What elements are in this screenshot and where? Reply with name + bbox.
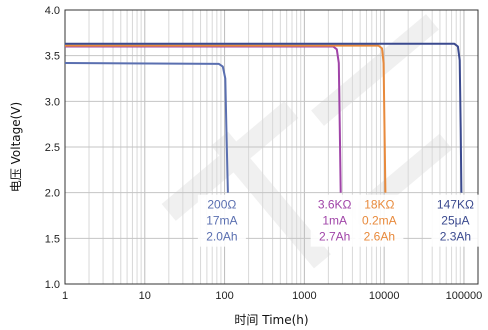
annotation-label: 2.7Ah [319, 230, 350, 244]
annotation-label: 200Ω [207, 198, 236, 212]
annotation-label: 2.0Ah [206, 230, 237, 244]
annotation-label: 17mA [206, 214, 237, 228]
annotation-background [431, 194, 480, 247]
series-line [64, 62, 229, 193]
y-tick-label: 2.0 [45, 188, 60, 200]
series-lines [64, 42, 463, 193]
x-tick-label: 10000 [369, 290, 400, 302]
annotations: 200Ω 17mA 2.0Ah 3.6KΩ 1mA 2.7Ah 18KΩ 0.2mA 2.6Ah… [197, 194, 480, 247]
y-tick-label: 1.5 [45, 233, 60, 245]
y-tick-labels: 1.0 1.5 2.0 2.5 3.0 3.5 4.0 [45, 5, 60, 291]
y-tick-label: 3.5 [45, 51, 60, 63]
y-tick-label: 4.0 [45, 5, 60, 17]
plot-frame [64, 9, 479, 285]
x-tick-label: 10 [139, 290, 151, 302]
x-tick-label: 100 [215, 290, 233, 302]
annotation-label: 0.2mA [362, 214, 397, 228]
x-tick-label: 100000 [446, 290, 483, 302]
y-tick-label: 3.0 [45, 96, 60, 108]
annotation-label: 2.6Ah [364, 230, 395, 244]
watermark-stroke [311, 14, 439, 126]
annotation-label: 18KΩ [364, 198, 394, 212]
y-axis-label: 电压 Voltage(V) [9, 102, 23, 192]
annotation-label: 2.3Ah [440, 230, 471, 244]
series-line [65, 44, 387, 193]
grid [65, 9, 478, 285]
x-axis-label: 时间 Time(h) [234, 313, 308, 327]
x-tick-labels: 1 10 100 1000 10000 100000 [62, 290, 482, 302]
annotation-label: 1mA [322, 214, 347, 228]
annotation-label: 25μA [441, 214, 469, 228]
x-tick-label: 1 [62, 290, 68, 302]
x-tick-label: 1000 [292, 290, 316, 302]
annotation-label: 3.6KΩ [318, 198, 352, 212]
y-tick-label: 1.0 [45, 279, 60, 291]
annotation-background [197, 194, 246, 247]
watermark-stroke [161, 101, 299, 221]
annotation-label: 147KΩ [437, 198, 474, 212]
y-tick-label: 2.5 [45, 142, 60, 154]
annotation-background [355, 194, 404, 247]
annotation-background [310, 194, 359, 247]
series-line [65, 42, 463, 193]
